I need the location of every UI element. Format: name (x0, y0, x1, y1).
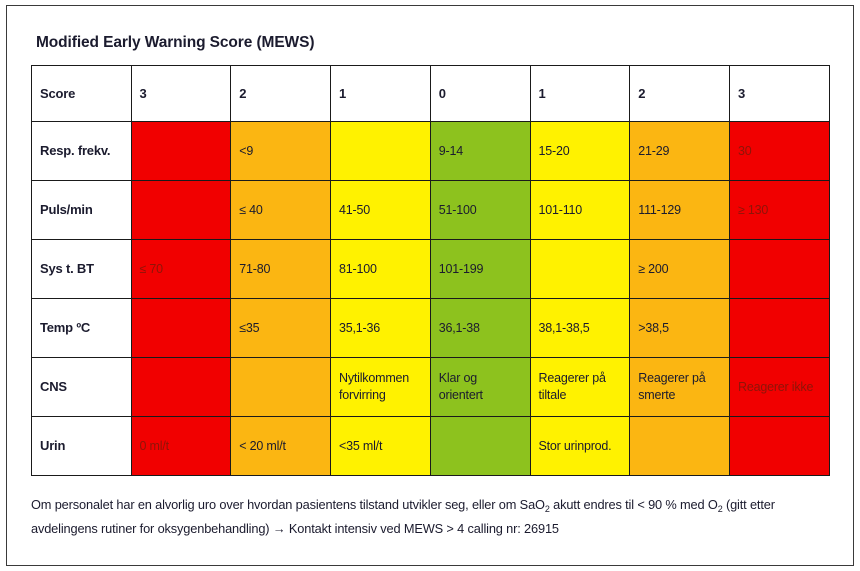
score-value-cell: 2 (629, 65, 730, 122)
table-row: Urin 0 ml/t < 20 ml/t <35 ml/t Stor urinprod… (31, 416, 830, 476)
header-row: Score 3 2 1 0 1 2 3 (31, 65, 830, 122)
row-label: Puls/min (31, 180, 132, 240)
score-cell: 41-50 (330, 180, 431, 240)
mews-table: Score 3 2 1 0 1 2 3 Resp. frekv. <9 9-14 15-20 21-29… (31, 65, 830, 476)
page-title: Modified Early Warning Score (MEWS) (36, 34, 315, 51)
table-row: Resp. frekv. <9 9-14 15-20 21-29 30 (31, 121, 830, 181)
score-cell: 0 ml/t (130, 416, 232, 476)
score-cell: 111-129 (629, 180, 730, 240)
score-cell: <9 (230, 121, 331, 181)
score-cell (729, 416, 830, 476)
score-cell: Reagerer på smerte (629, 357, 730, 417)
score-cell (130, 180, 232, 240)
score-cell: >38,5 (629, 298, 730, 358)
page-frame: Modified Early Warning Score (MEWS) Scor… (6, 5, 854, 566)
score-label-cell: Score (31, 65, 132, 122)
score-value-cell: 3 (130, 65, 232, 122)
table-row: Puls/min ≤ 40 41-50 51-100 101-110 111-129 ≥ 1… (31, 180, 830, 240)
score-cell: 35,1-36 (330, 298, 431, 358)
score-cell: Reagerer ikke (729, 357, 830, 417)
score-cell (130, 298, 232, 358)
score-cell: 51-100 (429, 180, 531, 240)
score-cell: 30 (729, 121, 830, 181)
score-cell: 81-100 (330, 239, 431, 299)
score-cell: 101-110 (529, 180, 631, 240)
score-cell (330, 121, 431, 181)
score-cell (529, 239, 631, 299)
score-cell (130, 121, 232, 181)
score-cell (629, 416, 730, 476)
score-cell (729, 298, 830, 358)
row-label: Urin (31, 416, 132, 476)
score-cell: Klar og orientert (429, 357, 531, 417)
score-cell (429, 416, 531, 476)
score-cell: ≥ 200 (629, 239, 730, 299)
score-cell: < 20 ml/t (230, 416, 331, 476)
row-label: Temp ºC (31, 298, 132, 358)
score-cell: ≤ 40 (230, 180, 331, 240)
score-value-cell: 1 (330, 65, 431, 122)
row-label: CNS (31, 357, 132, 417)
score-value-cell: 2 (230, 65, 331, 122)
score-value-cell: 3 (729, 65, 830, 122)
row-label: Resp. frekv. (31, 121, 132, 181)
score-cell: 21-29 (629, 121, 730, 181)
score-cell (230, 357, 331, 417)
score-cell: Reagerer på tiltale (529, 357, 631, 417)
score-cell: 101-199 (429, 239, 531, 299)
score-value-cell: 1 (529, 65, 631, 122)
score-cell: 9-14 (429, 121, 531, 181)
score-value-cell: 0 (429, 65, 531, 122)
score-cell: <35 ml/t (330, 416, 431, 476)
score-cell: ≤ 70 (130, 239, 232, 299)
score-cell: Stor urinprod. (529, 416, 631, 476)
score-cell: 15-20 (529, 121, 631, 181)
score-cell (729, 239, 830, 299)
score-cell (130, 357, 232, 417)
score-cell: 38,1-38,5 (529, 298, 631, 358)
footer-note: Om personalet har en alvorlig uro over h… (31, 493, 829, 540)
footer-line: Om personalet har en alvorlig uro over h… (31, 497, 775, 514)
table-row: Sys t. BT ≤ 70 71-80 81-100 101-199 ≥ 200 (31, 239, 830, 299)
score-cell: ≥ 130 (729, 180, 830, 240)
score-cell: ≤35 (230, 298, 331, 358)
table-row: CNS Nytilkommen forvirring Klar og oriente… (31, 357, 830, 417)
row-label: Sys t. BT (31, 239, 132, 299)
score-cell: Nytilkommen forvirring (330, 357, 431, 417)
score-cell: 71-80 (230, 239, 331, 299)
score-cell: 36,1-38 (429, 298, 531, 358)
table-row: Temp ºC ≤35 35,1-36 36,1-38 38,1-38,5 >38,5 (31, 298, 830, 358)
footer-line: avdelingens rutiner for oksygenbehandlin… (31, 521, 559, 537)
